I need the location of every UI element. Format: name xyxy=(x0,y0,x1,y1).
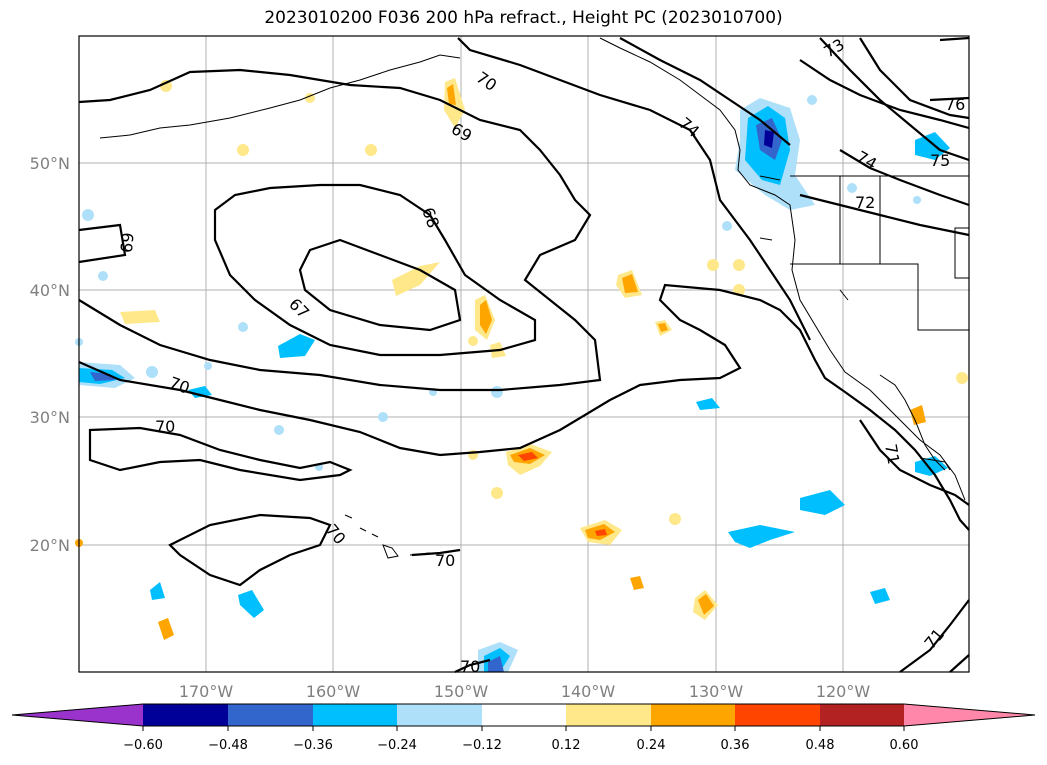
longitude-labels: 170°W 160°W 150°W 140°W 130°W 120°W xyxy=(179,682,871,701)
coastlines xyxy=(99,37,970,559)
contour-label: 70 xyxy=(460,657,480,676)
colorbar-tick-label: −0.48 xyxy=(208,738,248,753)
colorbar-tick-label: −0.24 xyxy=(377,738,417,753)
colorbar-tick-label: −0.36 xyxy=(293,738,333,753)
graticule xyxy=(79,36,969,672)
lon-label: 170°W xyxy=(179,682,234,701)
colorbar: −0.60 −0.48 −0.36 −0.24 −0.12 0.12 0.24 … xyxy=(11,703,1036,753)
lat-label: 40°N xyxy=(30,281,70,300)
lon-label: 130°W xyxy=(689,682,744,701)
lat-label: 30°N xyxy=(30,408,70,427)
colorbar-tick-label: 0.48 xyxy=(806,738,835,753)
lon-label: 140°W xyxy=(561,682,616,701)
contour-label: 69 xyxy=(116,232,137,254)
lon-label: 160°W xyxy=(306,682,361,701)
colorbar-tick-label: 0.24 xyxy=(637,738,666,753)
height-contours xyxy=(78,36,970,673)
contour-label: 70 xyxy=(155,417,175,436)
colorbar-segment xyxy=(482,704,566,726)
colorbar-segment xyxy=(397,704,482,726)
colorbar-segment xyxy=(651,704,735,726)
map-frame xyxy=(78,35,970,673)
colorbar-segment xyxy=(735,704,820,726)
colorbar-extend-high xyxy=(904,704,1035,726)
colorbar-tick-label: −0.60 xyxy=(123,738,163,753)
contour-label: 70 xyxy=(435,551,455,570)
colorbar-tick-label: 0.36 xyxy=(721,738,750,753)
lon-label: 120°W xyxy=(816,682,871,701)
lon-label: 150°W xyxy=(434,682,489,701)
contour-label: 71 xyxy=(881,442,903,465)
contour-label: 72 xyxy=(855,193,875,212)
colorbar-segment xyxy=(820,704,904,726)
latitude-labels: 50°N 40°N 30°N 20°N xyxy=(30,154,70,555)
colorbar-segment xyxy=(313,704,397,726)
colorbar-tick-label: −0.12 xyxy=(462,738,502,753)
map-area xyxy=(79,36,969,672)
contour-label: 75 xyxy=(930,151,950,170)
colorbar-segment xyxy=(566,704,651,726)
map-title: 2023010200 F036 200 hPa refract., Height… xyxy=(264,8,783,28)
colorbar-tick-label: 0.60 xyxy=(890,738,919,753)
colorbar-extend-low xyxy=(12,704,143,726)
colorbar-tick-label: 0.12 xyxy=(552,738,581,753)
colorbar-segment xyxy=(228,704,313,726)
colorbar-segment xyxy=(143,704,228,726)
lat-label: 20°N xyxy=(30,536,70,555)
lat-label: 50°N xyxy=(30,154,70,173)
contour-label: 76 xyxy=(945,95,965,114)
